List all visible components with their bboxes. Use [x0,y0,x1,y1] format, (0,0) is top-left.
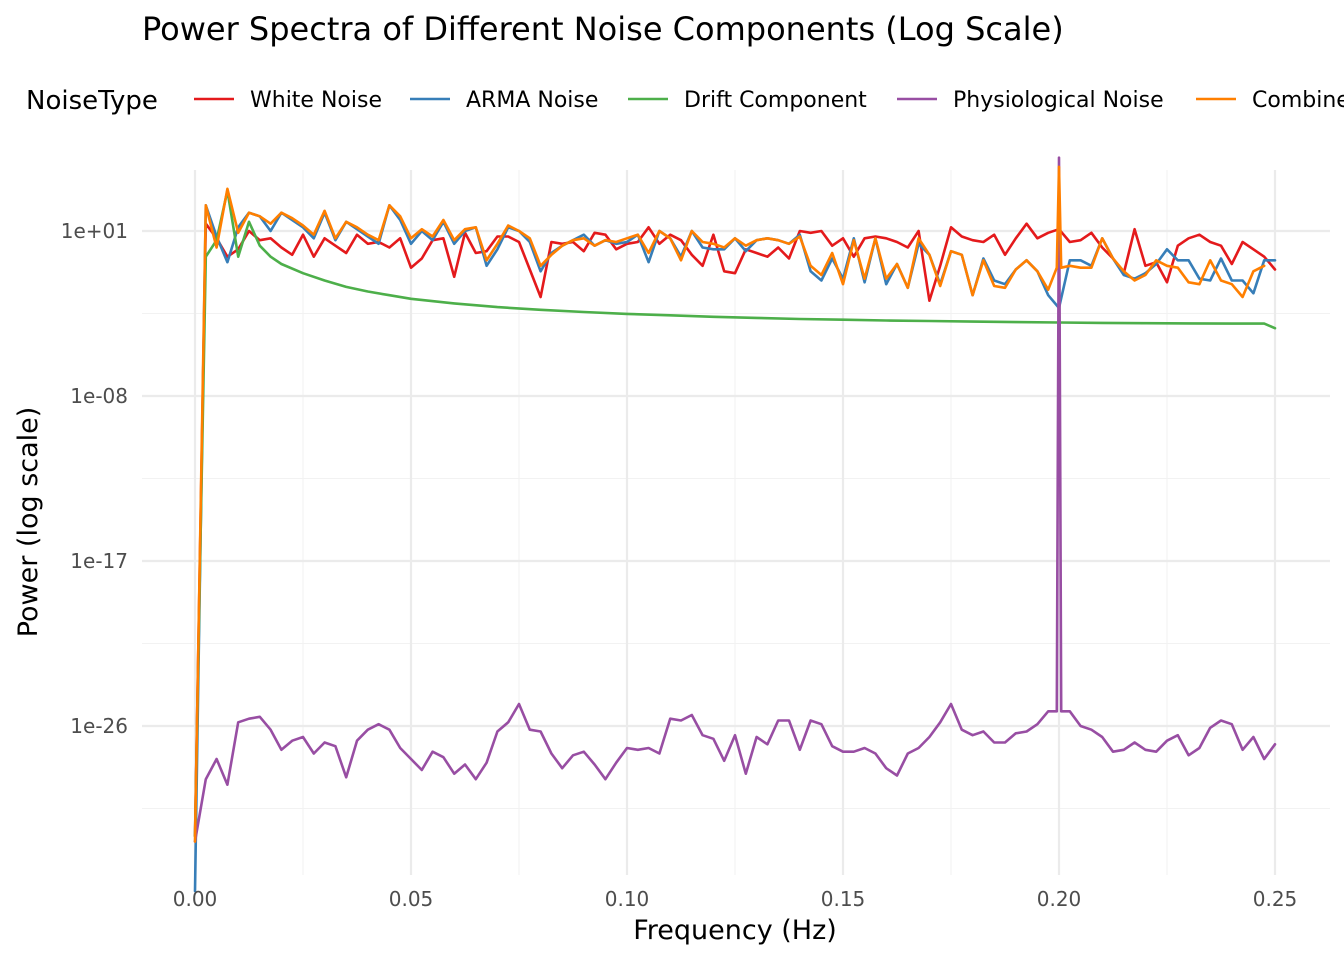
x-tick-label: 0.05 [389,887,434,911]
x-tick-label: 0.20 [1037,887,1082,911]
legend-label-physiological-noise: Physiological Noise [953,88,1164,113]
y-tick-label: 1e-26 [70,714,128,738]
y-axis-title: Power (log scale) [13,407,44,638]
legend-label-arma-noise: ARMA Noise [466,88,598,113]
grid [142,170,1330,875]
series-line-physiological-noise [193,156,1277,843]
x-axis-title: Frequency (Hz) [633,915,837,946]
legend: NoiseType White Noise ARMA Noise Drift Com… [26,86,1344,116]
series-layer [193,156,1277,893]
y-tick-label: 1e+01 [61,219,128,243]
legend-label-combined-noise: Combined Noise [1252,88,1344,113]
y-tick-label: 1e-17 [70,549,128,573]
x-axis-ticks: 0.00 0.05 0.10 0.15 0.20 0.25 [173,887,1298,911]
x-tick-label: 0.10 [605,887,650,911]
series-line-combined-noise [193,165,1266,843]
legend-items: White Noise ARMA Noise Drift Component Phys… [194,88,1344,113]
legend-label-drift-component: Drift Component [684,88,867,113]
y-tick-label: 1e-08 [70,384,128,408]
y-axis-ticks: 1e+01 1e-08 1e-17 1e-26 [61,219,128,738]
x-tick-label: 0.15 [821,887,866,911]
x-tick-label: 0.00 [173,887,218,911]
legend-title: NoiseType [26,86,158,116]
series-line-drift-component [193,189,1277,838]
legend-label-white-noise: White Noise [250,88,382,113]
x-tick-label: 0.25 [1253,887,1298,911]
chart-title: Power Spectra of Different Noise Compone… [142,10,1064,48]
